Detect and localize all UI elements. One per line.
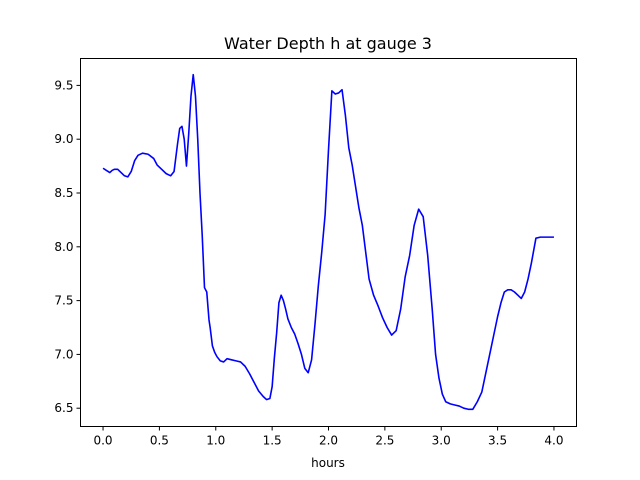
x-tick-label: 3.0 (432, 434, 451, 448)
plot-area (102, 73, 554, 411)
y-tick-label: 7.5 (54, 294, 73, 308)
y-tick-label: 9.5 (54, 78, 73, 92)
y-tick-label: 7.0 (54, 347, 73, 361)
chart-title: Water Depth h at gauge 3 (224, 34, 432, 53)
y-tick-label: 6.5 (54, 401, 73, 415)
x-axis: 0.0 0.5 1.0 1.5 2.0 2.5 3.0 3.5 4.0 (93, 426, 564, 448)
x-tick-label: 2.5 (375, 434, 394, 448)
y-tick-label: 8.5 (54, 186, 73, 200)
x-tick-label: 1.5 (263, 434, 282, 448)
x-tick-label: 1.0 (206, 434, 225, 448)
y-tick-label: 8.0 (54, 240, 73, 254)
x-tick-label: 4.0 (544, 434, 563, 448)
x-tick-label: 2.0 (319, 434, 338, 448)
x-tick-label: 0.0 (93, 434, 112, 448)
x-axis-label: hours (311, 456, 345, 470)
y-axis: 6.5 7.0 7.5 8.0 8.5 9.0 9.5 (54, 78, 81, 415)
x-tick-label: 3.5 (488, 434, 507, 448)
y-tick-label: 9.0 (54, 132, 73, 146)
series-line-0 (102, 73, 554, 411)
x-tick-label: 0.5 (150, 434, 169, 448)
